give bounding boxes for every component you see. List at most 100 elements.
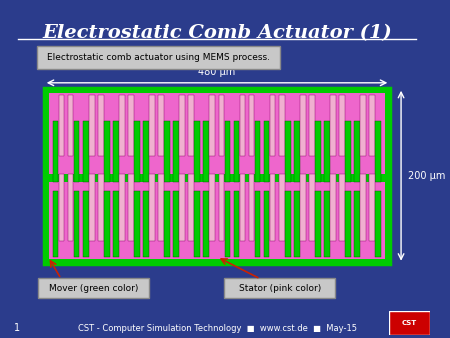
Bar (210, 174, 215, 241)
Bar (225, 191, 230, 257)
Bar (324, 191, 330, 257)
Bar (219, 95, 224, 156)
Bar (324, 121, 330, 183)
Bar (180, 95, 185, 156)
Bar (128, 174, 134, 241)
Bar (294, 121, 300, 183)
Bar (339, 95, 345, 156)
Bar (203, 121, 209, 183)
Bar (58, 95, 64, 156)
Bar (300, 174, 306, 241)
Bar (158, 174, 164, 241)
Text: 200 μm: 200 μm (408, 171, 445, 181)
Bar (203, 191, 209, 257)
Bar (219, 174, 224, 241)
Text: 1: 1 (14, 323, 20, 333)
Bar (270, 174, 275, 241)
Bar (189, 95, 194, 156)
Bar (354, 191, 360, 257)
Bar (360, 174, 366, 241)
Bar (249, 174, 254, 241)
Bar (330, 95, 336, 156)
Bar (104, 121, 110, 183)
Text: Mover (green color): Mover (green color) (49, 284, 138, 293)
Bar (173, 121, 179, 183)
Bar (53, 191, 59, 257)
FancyBboxPatch shape (37, 46, 280, 69)
Bar (264, 191, 270, 257)
Bar (234, 121, 239, 183)
Bar (119, 174, 125, 241)
Bar (158, 95, 164, 156)
Bar (74, 191, 80, 257)
Bar (180, 174, 185, 241)
Text: Stator (pink color): Stator (pink color) (238, 284, 321, 293)
Bar (194, 121, 200, 183)
Text: CST: CST (402, 320, 417, 326)
Bar (240, 95, 245, 156)
Text: 480 μm: 480 μm (198, 67, 236, 77)
Bar (360, 95, 366, 156)
Bar (89, 174, 94, 241)
Bar (83, 191, 89, 257)
Bar (279, 95, 284, 156)
Bar (345, 191, 351, 257)
Bar (240, 174, 245, 241)
Bar (255, 191, 261, 257)
Bar (189, 174, 194, 241)
Bar (44, 88, 390, 264)
Bar (369, 174, 375, 241)
Bar (128, 95, 134, 156)
Text: CST - Computer Simulation Technology  ■  www.cst.de  ■  May-15: CST - Computer Simulation Technology ■ w… (77, 324, 356, 333)
Bar (53, 121, 59, 183)
Text: Electrostatic comb actuator using MEMS process.: Electrostatic comb actuator using MEMS p… (47, 53, 270, 62)
Bar (49, 93, 385, 259)
Bar (194, 191, 200, 257)
Bar (98, 95, 104, 156)
Bar (345, 121, 351, 183)
Bar (264, 121, 270, 183)
Bar (113, 121, 119, 183)
FancyBboxPatch shape (225, 278, 335, 298)
Bar (98, 174, 104, 241)
Bar (104, 191, 110, 257)
Bar (134, 121, 140, 183)
Bar (58, 174, 64, 241)
Bar (375, 191, 381, 257)
Bar (143, 191, 149, 257)
Bar (285, 191, 291, 257)
Bar (354, 121, 360, 183)
Bar (339, 174, 345, 241)
Bar (309, 174, 315, 241)
Bar (49, 174, 385, 183)
Bar (68, 174, 73, 241)
Bar (149, 95, 155, 156)
Bar (315, 191, 321, 257)
Bar (234, 191, 239, 257)
Bar (285, 121, 291, 183)
Bar (300, 95, 306, 156)
Bar (149, 174, 155, 241)
Bar (330, 174, 336, 241)
Bar (369, 95, 375, 156)
Bar (225, 121, 230, 183)
Bar (210, 95, 215, 156)
Bar (173, 191, 179, 257)
Bar (89, 95, 94, 156)
Bar (83, 121, 89, 183)
Bar (375, 121, 381, 183)
Bar (164, 121, 170, 183)
Bar (68, 95, 73, 156)
Bar (294, 191, 300, 257)
Bar (279, 174, 284, 241)
Text: Electrostatic Comb Actuator (1): Electrostatic Comb Actuator (1) (42, 24, 392, 42)
Bar (134, 191, 140, 257)
Bar (309, 95, 315, 156)
Bar (119, 95, 125, 156)
FancyBboxPatch shape (38, 278, 149, 298)
Bar (143, 121, 149, 183)
Bar (164, 191, 170, 257)
Bar (249, 95, 254, 156)
Bar (315, 121, 321, 183)
Bar (270, 95, 275, 156)
